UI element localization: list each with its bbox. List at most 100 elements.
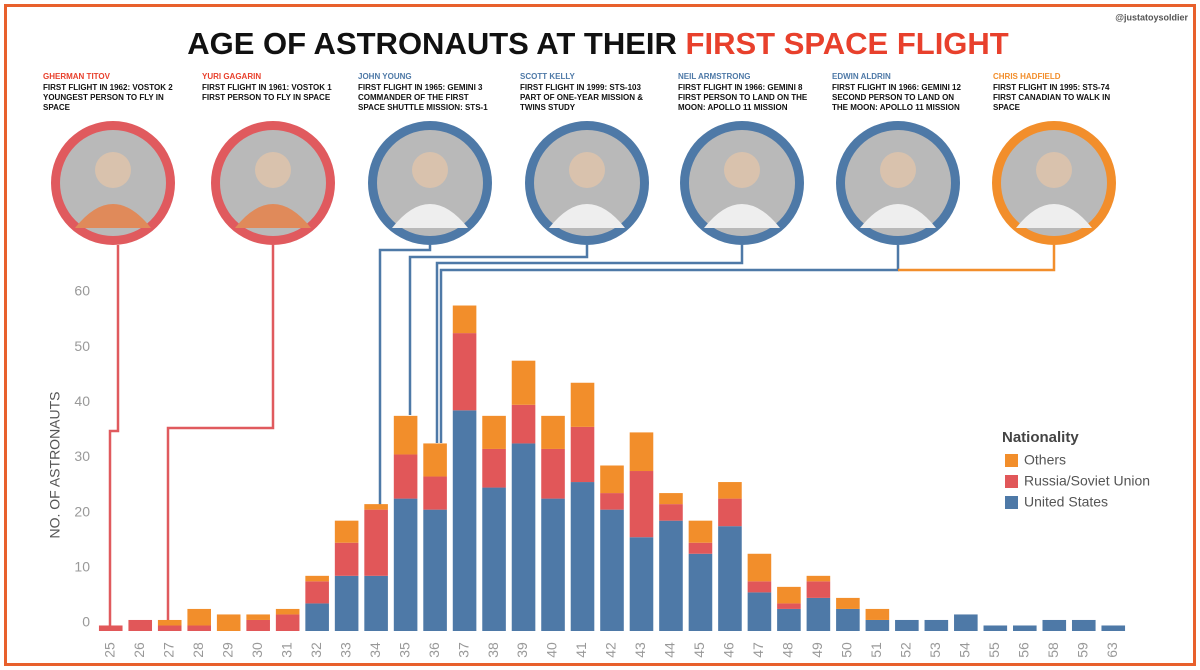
x-tick-label: 37 (455, 642, 471, 658)
connector (166, 245, 275, 620)
bar-segment (688, 553, 713, 631)
connector (898, 245, 1056, 272)
legend-swatch (1005, 496, 1018, 509)
bar-segment (482, 487, 506, 631)
bar-segment (983, 625, 1008, 631)
bar-segment (482, 415, 506, 449)
astronaut-name: SCOTT KELLY (520, 72, 575, 81)
bar-segment (806, 575, 831, 582)
bar-segment (452, 333, 477, 411)
bar-segment (157, 619, 182, 626)
bar-segment (452, 410, 477, 631)
photo-body (75, 204, 151, 228)
photo-head (1036, 152, 1072, 188)
bar-segment (305, 575, 329, 582)
bar-segment (482, 448, 506, 488)
photo-head (255, 152, 291, 188)
astronaut-text: THE MOON: APOLLO 11 MISSION (832, 103, 960, 112)
astronaut-text: FIRST PERSON TO FLY IN SPACE (202, 93, 331, 102)
bar-segment (511, 360, 536, 405)
x-tick-label: 55 (986, 642, 1002, 658)
astronaut-text: YOUNGEST PERSON TO FLY IN (43, 93, 164, 102)
bar-segment (452, 305, 477, 334)
bar-segment (570, 482, 595, 631)
x-tick-label: 30 (249, 642, 265, 658)
bar-segment (659, 493, 683, 505)
legend-swatch (1005, 454, 1018, 467)
bar-segment (187, 625, 211, 631)
astronaut-text: SPACE (993, 103, 1021, 112)
astronaut-name: EDWIN ALDRIN (832, 72, 891, 81)
bar-segment (423, 443, 447, 477)
astronaut-text: PART OF ONE-YEAR MISSION & (520, 93, 643, 102)
bar-segment (246, 619, 270, 631)
bar-segment (688, 542, 713, 554)
bar-segment (777, 603, 801, 609)
photo-head (412, 152, 448, 188)
bar-segment (423, 509, 447, 631)
x-tick-label: 33 (337, 642, 353, 658)
bar-segment (334, 542, 359, 576)
bar-segment (718, 526, 742, 631)
bar-segment (393, 454, 418, 499)
connector (408, 245, 589, 415)
bar-segment (600, 465, 624, 494)
photo-body (549, 204, 625, 228)
bar-segment (659, 504, 683, 521)
bar-segment (865, 619, 890, 631)
x-tick-label: 26 (131, 642, 147, 658)
y-tick-label: 20 (74, 503, 90, 519)
x-tick-label: 48 (780, 642, 796, 658)
legend-label: United States (1024, 494, 1108, 510)
bar-segment (570, 426, 595, 483)
bar-segment (629, 471, 654, 538)
x-tick-label: 46 (721, 642, 737, 658)
bar-segment (865, 608, 890, 620)
bar-segment (895, 619, 919, 631)
bar-segment (128, 619, 153, 631)
y-tick-label: 60 (74, 283, 90, 299)
bar-segment (629, 537, 654, 631)
x-tick-label: 34 (367, 642, 383, 658)
astronaut-name: JOHN YOUNG (358, 72, 412, 81)
y-tick-label: 40 (74, 393, 90, 409)
x-tick-label: 58 (1045, 642, 1061, 658)
x-tick-label: 28 (190, 642, 206, 658)
connector (108, 245, 120, 628)
x-tick-label: 56 (1016, 642, 1032, 658)
photo-head (724, 152, 760, 188)
bar-segment (98, 625, 123, 631)
bar-segment (1013, 625, 1037, 631)
bar-segment (275, 608, 300, 615)
bar-segment (836, 597, 860, 609)
connector (439, 245, 900, 443)
bar-segment (511, 404, 536, 444)
bar-segment (364, 509, 388, 576)
bar-segment (836, 608, 860, 631)
astronaut-text: FIRST FLIGHT IN 1962: VOSTOK 2 (43, 83, 173, 92)
x-tick-label: 42 (603, 642, 619, 658)
x-tick-label: 40 (544, 642, 560, 658)
astronaut-text: FIRST CANADIAN TO WALK IN (993, 93, 1110, 102)
photo-head (569, 152, 605, 188)
bar-segment (600, 493, 624, 510)
bar-segment (1071, 619, 1096, 631)
x-tick-label: 45 (691, 642, 707, 658)
bar-segment (777, 608, 801, 631)
bar-segment (393, 498, 418, 631)
y-tick-label: 30 (74, 448, 90, 464)
legend-label: Russia/Soviet Union (1024, 473, 1150, 489)
photo-body (235, 204, 311, 228)
x-tick-label: 41 (573, 642, 589, 658)
bar-segment (718, 482, 742, 499)
astronaut-text: MOON: APOLLO 11 MISSION (678, 103, 788, 112)
x-tick-label: 51 (868, 642, 884, 658)
credit: @justatoysoldier (1115, 12, 1188, 22)
connectors (108, 245, 1056, 628)
y-axis-label: NO. OF ASTRONAUTS (47, 391, 63, 538)
photo-body (392, 204, 468, 228)
bar-segment (157, 625, 182, 631)
x-tick-label: 35 (396, 642, 412, 658)
bar-segment (334, 520, 359, 543)
